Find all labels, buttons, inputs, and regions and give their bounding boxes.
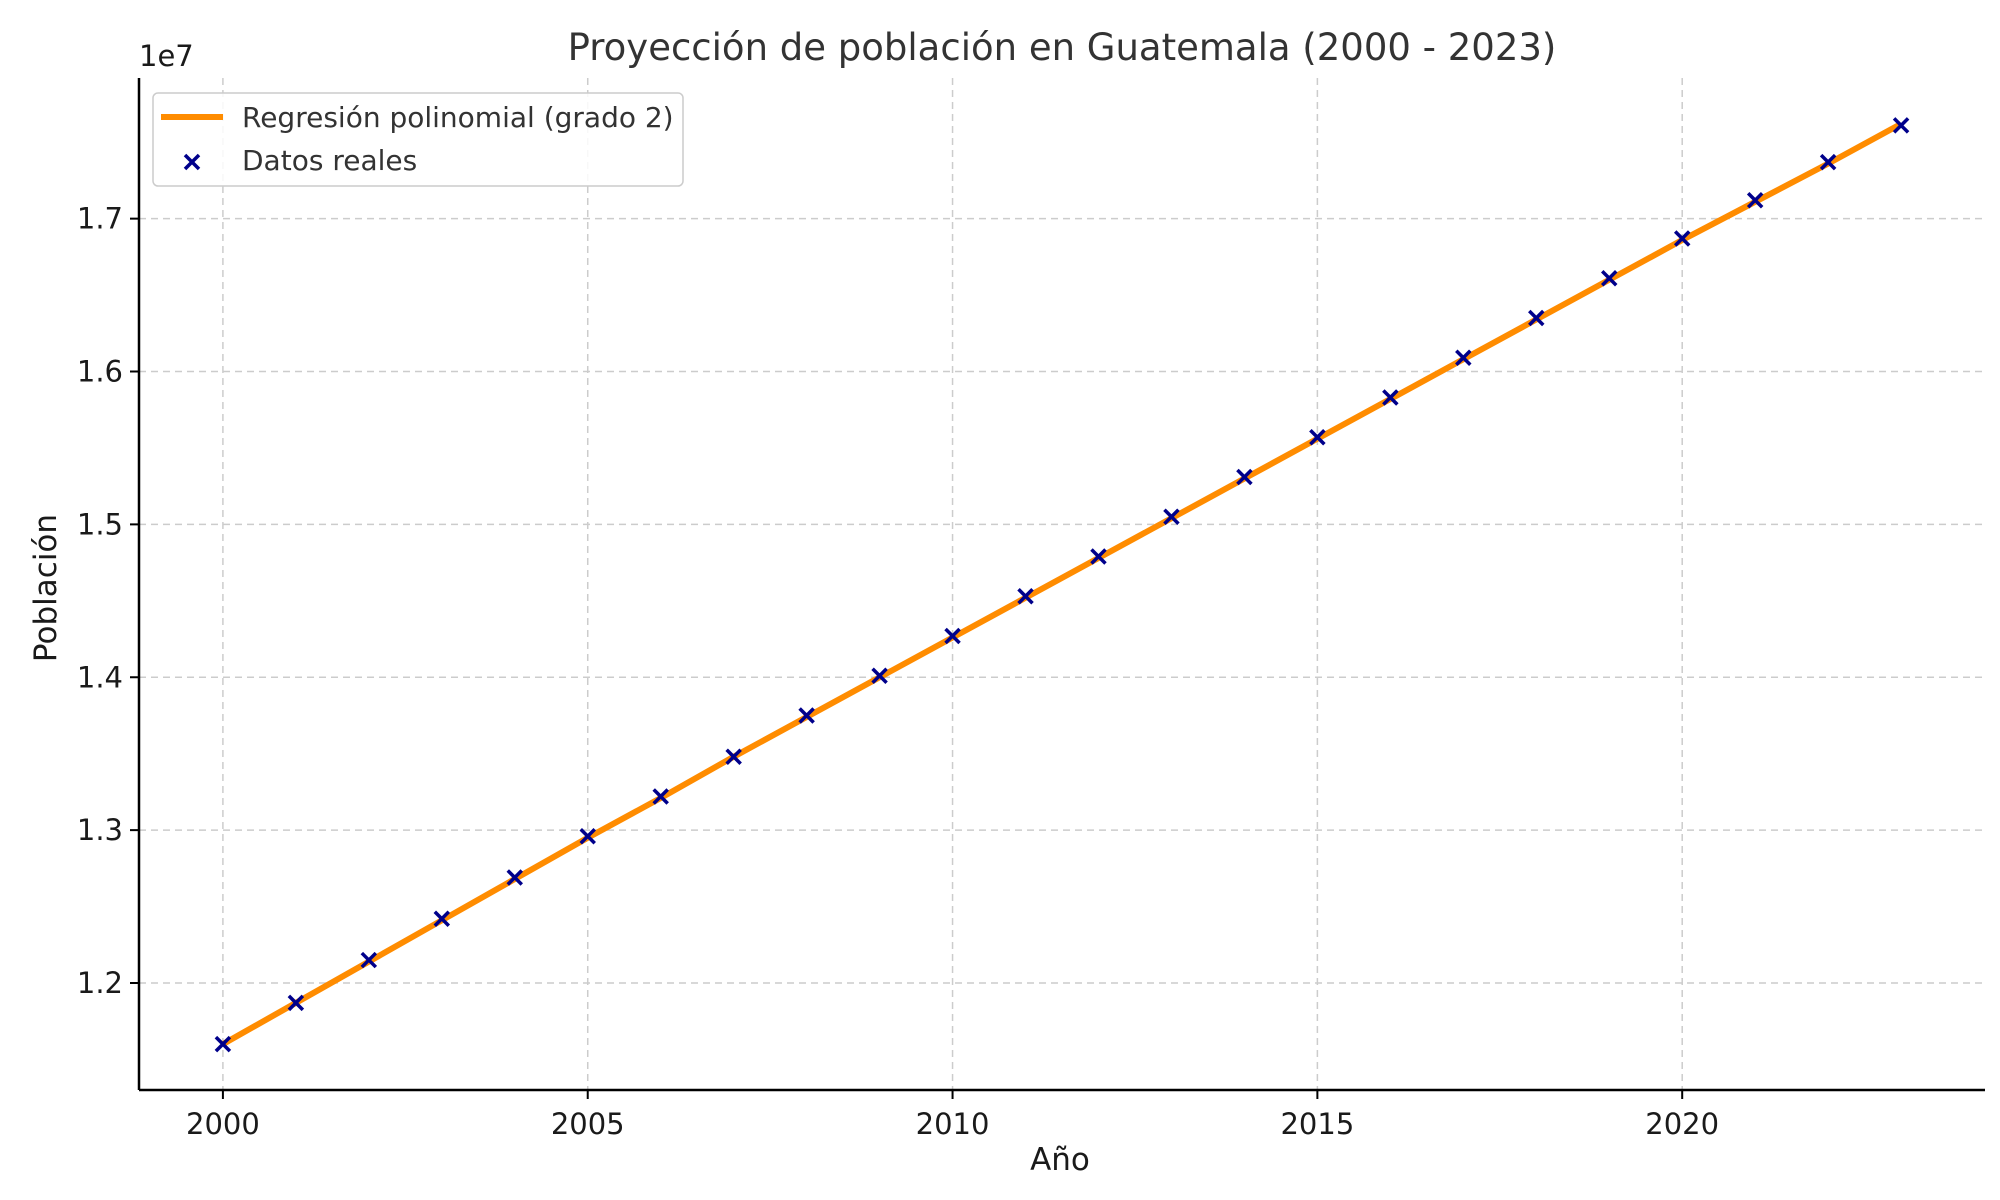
data-point-marker <box>1819 153 1837 171</box>
data-point-marker <box>1236 468 1253 486</box>
x-tick-label: 2010 <box>916 1107 990 1141</box>
data-point-marker <box>1090 548 1107 565</box>
y-tick-label: 1.7 <box>77 202 123 236</box>
axes <box>137 78 1985 1092</box>
chart-title: Proyección de población en Guatemala (20… <box>568 26 1557 69</box>
data-point-marker <box>1673 230 1691 247</box>
data-point-marker <box>1382 389 1399 406</box>
data-point-marker <box>1455 349 1472 366</box>
y-offset-label: 1e7 <box>139 39 194 73</box>
data-point-marker <box>871 667 888 684</box>
x-axis-title: Año <box>1030 1142 1090 1178</box>
data-point-marker <box>1746 192 1764 209</box>
data-point-marker <box>1309 429 1326 446</box>
data-point-marker <box>1017 587 1034 605</box>
data-point-marker <box>1892 117 1910 134</box>
x-tick-label: 2020 <box>1645 1107 1719 1141</box>
grid <box>139 78 1985 1090</box>
y-tick-label: 1.5 <box>77 507 123 541</box>
data-point-marker <box>360 951 378 969</box>
data-point-marker <box>433 910 451 928</box>
legend-box <box>152 92 684 187</box>
data-point-marker <box>1528 309 1545 327</box>
legend: Regresión polinomial (grado 2) Datos rea… <box>152 92 684 187</box>
data-point-marker <box>944 627 961 645</box>
y-tick-label: 1.4 <box>77 660 123 694</box>
data-point-marker <box>798 707 815 724</box>
data-point-marker <box>214 1035 232 1053</box>
data-point-marker <box>506 869 524 886</box>
regression-line <box>221 121 1903 1047</box>
y-tick-label: 1.2 <box>77 966 123 1000</box>
data-point-marker <box>725 748 742 765</box>
data-point-marker <box>1163 508 1180 525</box>
x-tick-label: 2000 <box>186 1107 260 1141</box>
legend-label-points: Datos reales <box>242 144 417 177</box>
x-tick-label: 2015 <box>1280 1107 1354 1141</box>
legend-marker-x <box>183 153 201 171</box>
y-axis-title: Población <box>28 514 64 662</box>
data-point-marker <box>287 994 305 1012</box>
data-point-marker <box>1600 270 1618 287</box>
legend-label-fit: Regresión polinomial (grado 2) <box>242 101 674 134</box>
ticks: 2000 2005 2010 2015 2020 1.2 1.3 1.4 1.5 1.6 1.7 <box>77 202 1719 1141</box>
y-tick-label: 1.6 <box>77 355 123 389</box>
data-point-marker <box>579 827 596 845</box>
data-point-marker <box>652 788 669 805</box>
y-tick-label: 1.3 <box>77 813 123 847</box>
series <box>214 117 1910 1053</box>
x-tick-label: 2005 <box>551 1107 625 1141</box>
